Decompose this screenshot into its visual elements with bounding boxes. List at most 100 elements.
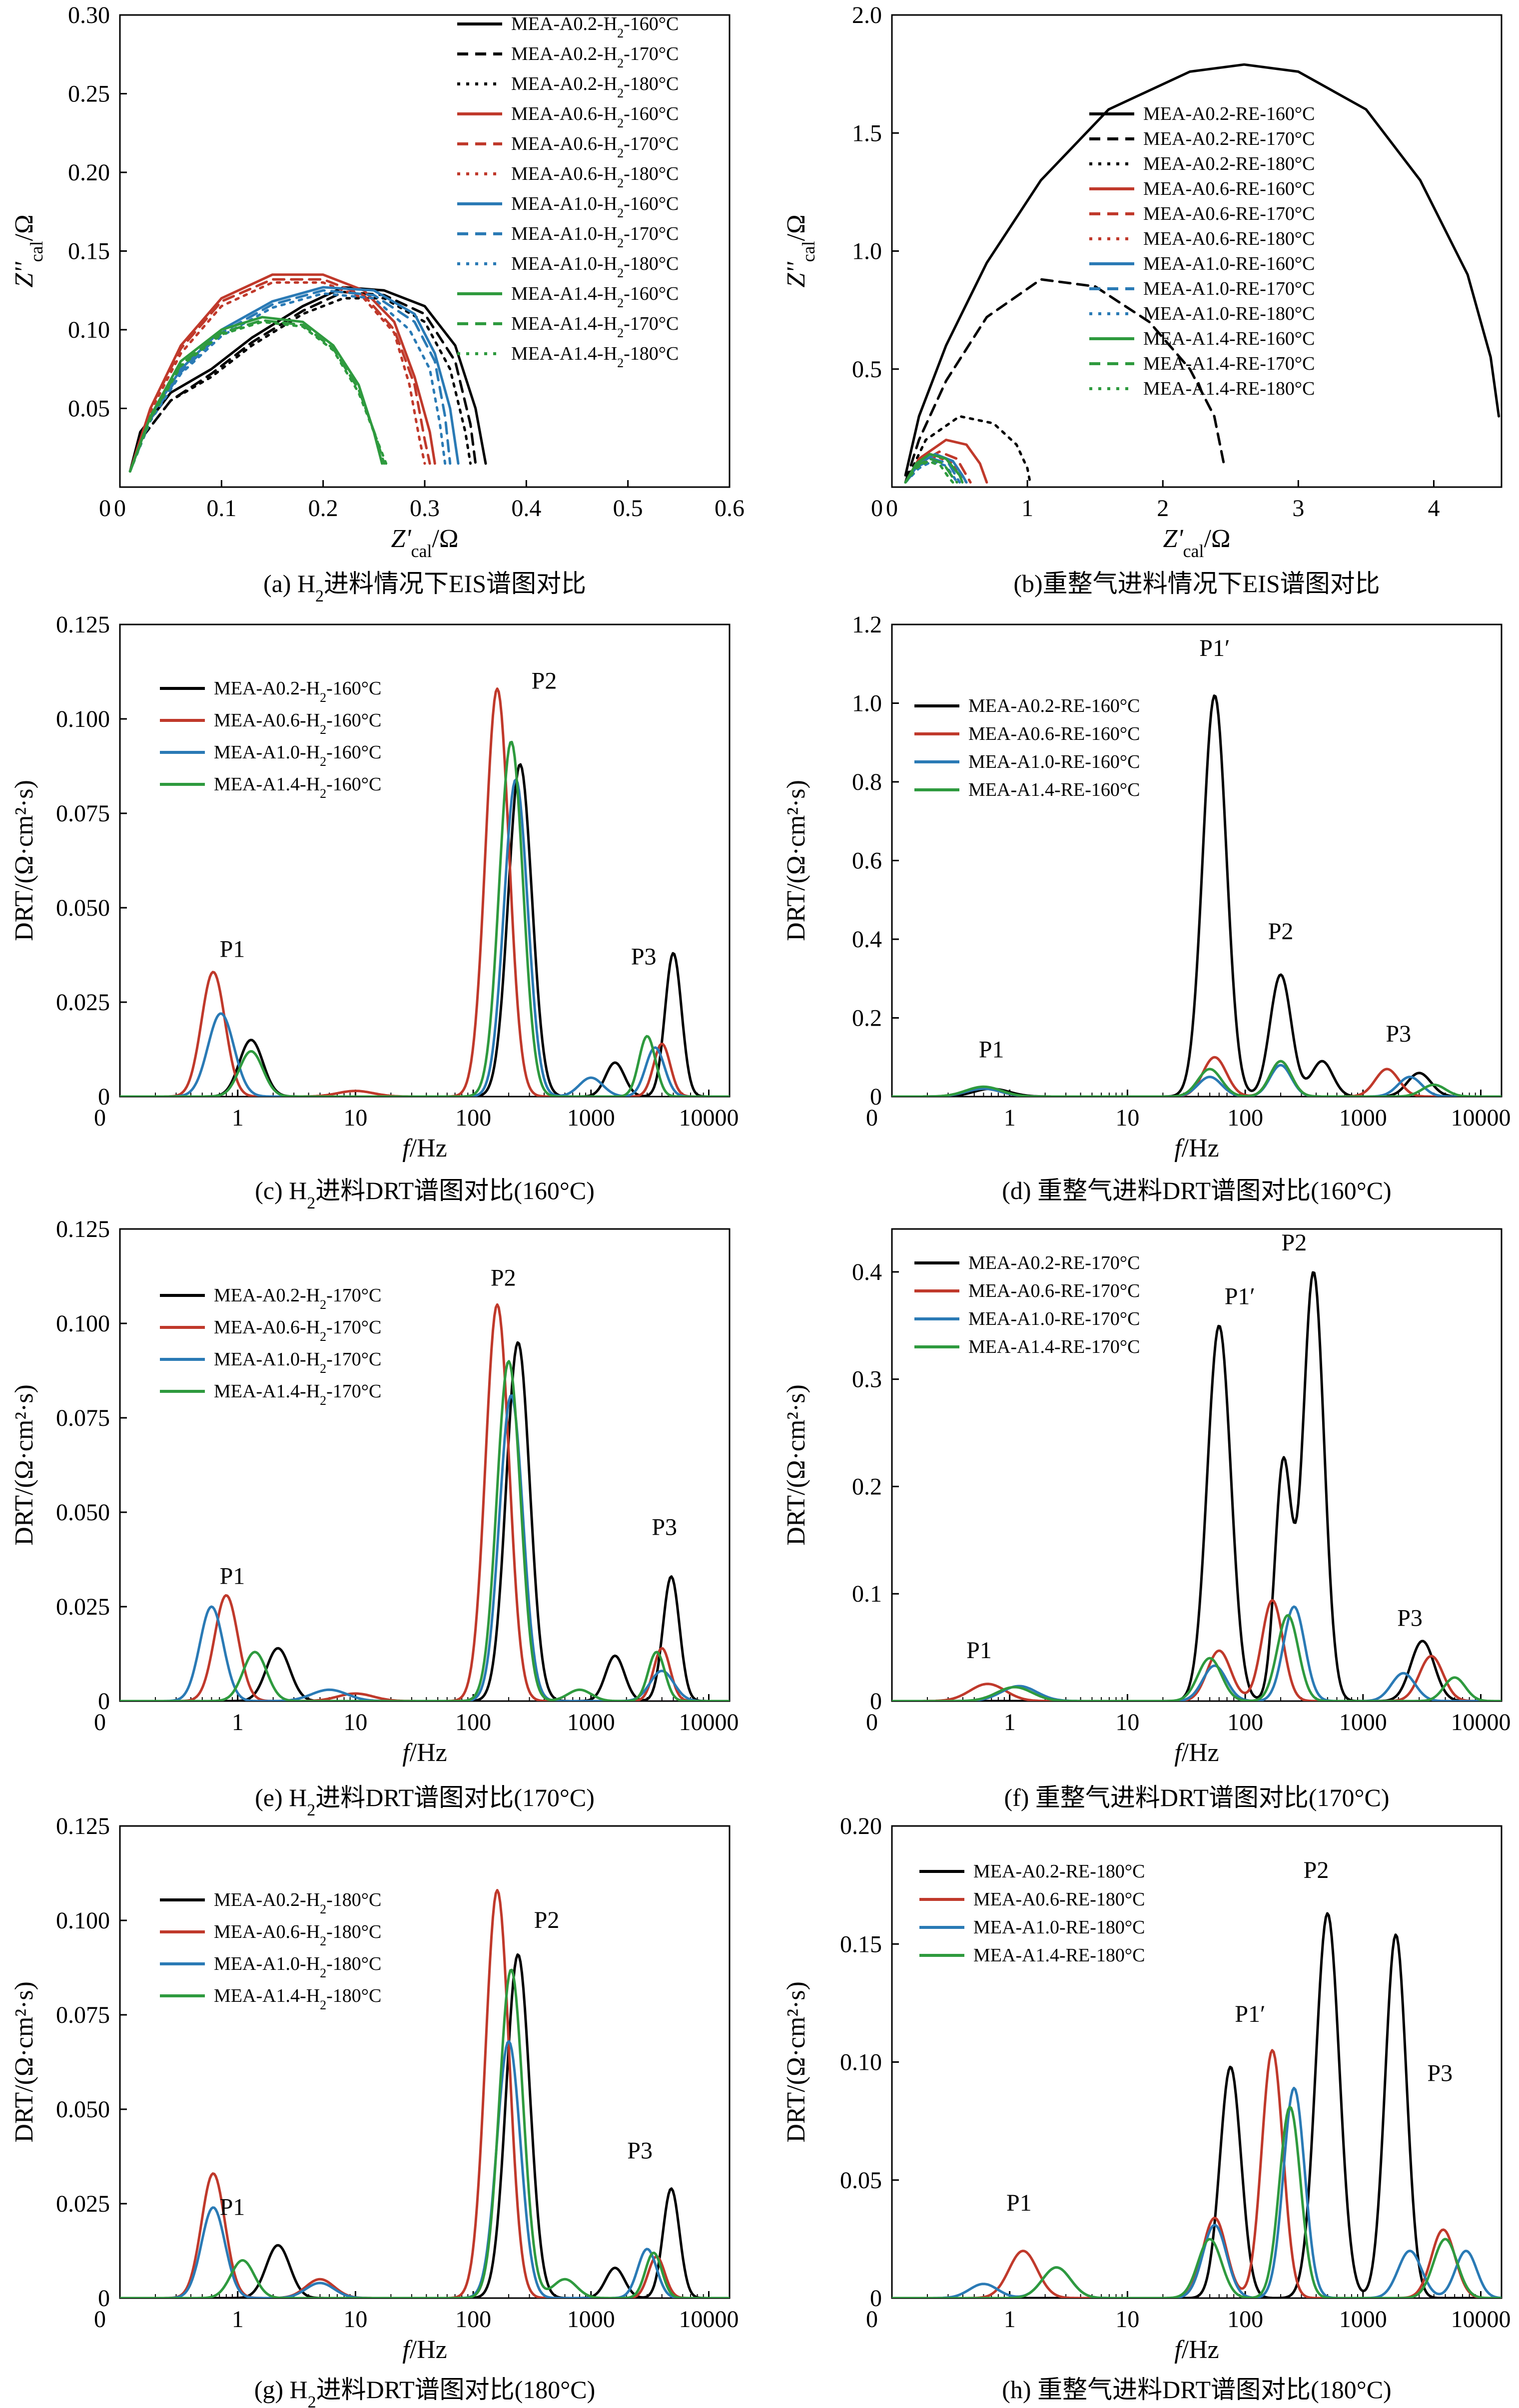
legend: MEA-A0.2-H2-160°C MEA-A0.2-H2-170°C MEA-A0… [457, 13, 679, 370]
y-axis-label: DRT/(Ω·cm²·s) [782, 780, 810, 941]
x-tick-label: 100 [1227, 1709, 1263, 1736]
legend-label: MEA-A0.6-RE-170°C [1143, 203, 1315, 224]
chart-panel-c: 1 10 100 1000 10000 00 0.025 0.050 0.075 0.100 0.1… [10, 611, 739, 1212]
series-line [892, 1064, 1502, 1097]
peak-annotation: P3 [1427, 2060, 1453, 2086]
peak-annotation: P2 [534, 1907, 560, 1933]
plot-area [120, 1303, 730, 1701]
y-tick-label: 0.15 [68, 238, 110, 265]
x-tick-label: 0 [866, 2306, 878, 2333]
plot-area [904, 63, 1501, 484]
series-line [128, 297, 472, 473]
series-line [892, 1599, 1502, 1701]
x-tick-label: 10000 [679, 1709, 739, 1736]
series-line [128, 286, 460, 473]
series-line [128, 278, 431, 473]
legend-label: MEA-A0.2-H2-170°C [511, 43, 679, 70]
legend-label: MEA-A1.4-RE-170°C [1143, 353, 1315, 374]
legend: MEA-A0.2-H2-180°C MEA-A0.6-H2-180°C MEA-A1… [160, 1889, 381, 2012]
y-tick-label: 0 [870, 1688, 882, 1715]
x-axis-label: f/Hz [402, 1739, 447, 1767]
legend-label: MEA-A0.6-RE-180°C [973, 1889, 1145, 1910]
legend-label: MEA-A1.4-H2-170°C [214, 1381, 381, 1408]
chart-panel-h: 1 10 100 1000 10000 00 0.05 0.10 0.15 0.20 f/Hz DRT… [782, 1813, 1511, 2404]
series-line [892, 1060, 1502, 1097]
y-tick-label: 0.05 [840, 2167, 882, 2194]
legend-label: MEA-A0.6-H2-170°C [511, 133, 679, 160]
y-tick-label: 0 [98, 1084, 110, 1110]
y-tick-label: 1.0 [852, 690, 882, 717]
y-tick-label: 0.8 [852, 769, 882, 795]
legend-label: MEA-A1.0-RE-160°C [968, 751, 1140, 772]
y-tick-label: 0.20 [68, 159, 110, 186]
y-tick-label: 0.30 [68, 2, 110, 28]
chart-panel-a: 0 0.1 0.2 0.3 0.4 0.5 0.6 0.05 0.10 0.15 0.20 0.25 0… [10, 2, 745, 605]
x-tick-label: 0 [94, 1709, 106, 1736]
legend-label: MEA-A0.2-H2-160°C [214, 678, 381, 705]
series-line [904, 415, 1031, 484]
legend-label: MEA-A1.0-RE-180°C [973, 1917, 1145, 1938]
x-axis-label: f/Hz [402, 2336, 447, 2364]
y-tick-label: 0.075 [56, 800, 110, 827]
legend-label: MEA-A1.4-RE-180°C [973, 1945, 1145, 1966]
legend: MEA-A0.2-RE-170°C MEA-A0.6-RE-170°C MEA-A1… [914, 1252, 1140, 1357]
y-tick-label: 2.0 [852, 2, 882, 28]
x-tick-label: 10 [1115, 2306, 1139, 2333]
y-tick-label: 1.0 [852, 238, 882, 265]
series-line [120, 2040, 730, 2298]
peak-annotation: P1 [966, 1637, 992, 1664]
x-tick-label: 0.6 [715, 495, 745, 522]
legend-label: MEA-A1.4-H2-170°C [511, 313, 679, 340]
peak-annotation: P1′ [1235, 2001, 1265, 2027]
series-line [128, 292, 447, 473]
y-tick-label: 0.050 [56, 1499, 110, 1526]
legend-label: MEA-A1.4-RE-160°C [968, 779, 1140, 800]
x-tick-label: 1 [1004, 2306, 1016, 2333]
y-tick-label: 0 [98, 1688, 110, 1715]
legend-label: MEA-A1.0-H2-180°C [214, 1953, 381, 1980]
chart-panel-e: 1 10 100 1000 10000 00 0.025 0.050 0.075 0.100 0.1… [10, 1216, 739, 1819]
y-tick-label: 0.125 [56, 1216, 110, 1242]
plot-area [120, 1889, 730, 2298]
x-axis-label: Z'cal/Ω [1163, 525, 1230, 561]
legend-label: MEA-A1.4-RE-170°C [968, 1336, 1140, 1357]
y-tick-label: 0.025 [56, 2191, 110, 2217]
x-axis-label: f/Hz [1174, 1134, 1219, 1163]
x-tick-label: 0 [871, 495, 883, 522]
y-tick-label: 0.2 [852, 1473, 882, 1500]
series-line [120, 1341, 730, 1701]
y-tick-label: 0.4 [852, 1259, 882, 1285]
legend-label: MEA-A1.0-RE-170°C [1143, 278, 1315, 299]
peak-annotation: P1 [1006, 2190, 1032, 2216]
y-tick-label: 1.2 [852, 611, 882, 638]
y-axis-label: DRT/(Ω·cm²·s) [782, 1384, 810, 1546]
x-tick-label: 1 [232, 1105, 244, 1131]
series-line [892, 1605, 1502, 1701]
panel-caption: (d) 重整气进料DRT谱图对比(160°C) [1002, 1177, 1391, 1204]
x-axis-label: f/Hz [402, 1134, 447, 1163]
peak-annotation: P2 [1304, 1857, 1329, 1883]
x-tick-label: 0.5 [613, 495, 643, 522]
x-tick-label: 0.4 [511, 495, 541, 522]
x-tick-label: 0.1 [206, 495, 236, 522]
y-tick-label: 1.5 [852, 120, 882, 146]
chart-panel-g: 1 10 100 1000 10000 00 0.025 0.050 0.075 0.100 0.1… [10, 1813, 739, 2408]
x-tick-label: 0.2 [308, 495, 338, 522]
x-tick-label: 1000 [567, 1709, 615, 1736]
x-tick-label: 10000 [1451, 1709, 1511, 1736]
panel-caption: (b)重整气进料情况下EIS谱图对比 [1013, 570, 1380, 598]
x-tick-label: 0 [99, 495, 111, 522]
x-tick-label: 1000 [567, 1105, 615, 1131]
y-axis-label: DRT/(Ω·cm²·s) [10, 780, 38, 941]
y-tick-label: 0.10 [840, 2049, 882, 2076]
peak-annotation: P1 [220, 1563, 245, 1590]
legend-label: MEA-A1.0-H2-180°C [511, 253, 679, 280]
legend: MEA-A0.2-H2-160°C MEA-A0.6-H2-160°C MEA-A1… [160, 678, 381, 801]
x-tick-label: 100 [455, 1709, 491, 1736]
y-tick-label: 0.2 [852, 1005, 882, 1032]
y-tick-label: 0 [870, 2285, 882, 2312]
plot-area [892, 1912, 1502, 2298]
x-tick-label: 1000 [567, 2306, 615, 2333]
x-tick-label: 10 [343, 1105, 367, 1131]
legend: MEA-A0.2-RE-160°C MEA-A0.6-RE-160°C MEA-A1… [914, 695, 1140, 800]
